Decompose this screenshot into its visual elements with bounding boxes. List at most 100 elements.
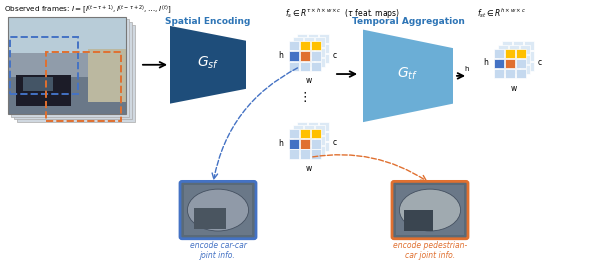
Bar: [300, 41, 310, 50]
Bar: [509, 55, 519, 64]
Text: c: c: [333, 139, 337, 147]
FancyBboxPatch shape: [11, 20, 129, 116]
Bar: [300, 129, 310, 138]
Bar: [88, 49, 126, 102]
Bar: [293, 37, 303, 47]
Bar: [314, 58, 325, 67]
Bar: [523, 51, 533, 61]
Text: Observed frames: $I = [I^{(t-\tau+1)}, I^{(t-\tau+2)}, \ldots, I^{(t)}]$: Observed frames: $I = [I^{(t-\tau+1)}, I…: [4, 4, 172, 16]
Bar: [319, 54, 329, 63]
Bar: [520, 45, 529, 54]
Bar: [319, 34, 329, 43]
Bar: [307, 54, 317, 63]
Text: ⋮: ⋮: [299, 91, 312, 104]
Bar: [502, 62, 512, 71]
Bar: [314, 125, 325, 135]
Bar: [289, 62, 299, 71]
Bar: [314, 135, 325, 145]
Text: $f_{st} \in R^{h \times w \times c}$: $f_{st} \in R^{h \times w \times c}$: [477, 6, 526, 20]
Bar: [314, 37, 325, 47]
Bar: [8, 17, 126, 114]
FancyBboxPatch shape: [14, 22, 132, 119]
Bar: [289, 41, 299, 50]
Bar: [502, 41, 512, 50]
Bar: [23, 77, 53, 90]
Bar: [523, 62, 533, 71]
Bar: [509, 45, 519, 54]
Bar: [516, 69, 526, 78]
Text: h: h: [278, 139, 284, 148]
Bar: [310, 62, 320, 71]
Text: h: h: [278, 51, 284, 60]
Bar: [497, 45, 507, 54]
Bar: [307, 132, 317, 141]
Bar: [497, 55, 507, 64]
Ellipse shape: [188, 189, 248, 231]
Text: w: w: [306, 76, 312, 85]
Bar: [46, 52, 121, 121]
Bar: [493, 49, 503, 58]
Bar: [314, 146, 325, 155]
Bar: [504, 49, 514, 58]
Bar: [520, 55, 529, 64]
Bar: [293, 48, 303, 57]
Bar: [493, 59, 503, 68]
Text: c: c: [537, 58, 542, 67]
Bar: [310, 150, 320, 159]
Bar: [300, 139, 310, 148]
Bar: [8, 77, 126, 114]
Bar: [497, 65, 507, 75]
Bar: [10, 37, 78, 94]
Bar: [513, 41, 523, 50]
Text: c: c: [333, 50, 337, 60]
Bar: [310, 139, 320, 148]
Text: w: w: [511, 84, 517, 93]
Text: encode pedestrian-
car joint info.: encode pedestrian- car joint info.: [393, 240, 467, 260]
Bar: [184, 185, 252, 235]
FancyBboxPatch shape: [392, 181, 468, 239]
Bar: [297, 132, 306, 141]
Bar: [300, 150, 310, 159]
Bar: [289, 139, 299, 148]
Bar: [297, 44, 306, 53]
Bar: [293, 58, 303, 67]
Bar: [307, 142, 317, 151]
Bar: [293, 146, 303, 155]
Bar: [307, 34, 317, 43]
Bar: [513, 51, 523, 61]
Bar: [303, 135, 313, 145]
Text: w: w: [306, 164, 312, 173]
Bar: [314, 48, 325, 57]
Bar: [516, 49, 526, 58]
Bar: [396, 185, 464, 235]
Bar: [319, 122, 329, 131]
Bar: [310, 41, 320, 50]
Bar: [504, 59, 514, 68]
Bar: [8, 53, 126, 77]
Bar: [293, 125, 303, 135]
Text: h: h: [484, 58, 489, 67]
Bar: [319, 44, 329, 53]
Bar: [303, 146, 313, 155]
Text: Temporal Aggregation: Temporal Aggregation: [352, 17, 464, 26]
Bar: [297, 122, 306, 131]
Text: h: h: [464, 66, 468, 72]
Bar: [303, 37, 313, 47]
FancyBboxPatch shape: [180, 181, 256, 239]
Bar: [307, 44, 317, 53]
Bar: [293, 135, 303, 145]
Bar: [319, 142, 329, 151]
Bar: [310, 129, 320, 138]
Text: $f_s \in R^{\tau \times h \times w \times c}$  ($\tau$ feat. maps): $f_s \in R^{\tau \times h \times w \time…: [285, 6, 400, 21]
Bar: [297, 54, 306, 63]
Bar: [194, 208, 227, 230]
Bar: [513, 62, 523, 71]
Text: Spatial Encoding: Spatial Encoding: [165, 17, 251, 26]
Bar: [300, 62, 310, 71]
Bar: [523, 41, 533, 50]
Bar: [502, 51, 512, 61]
Polygon shape: [363, 30, 453, 122]
Polygon shape: [170, 26, 246, 104]
Bar: [289, 51, 299, 61]
FancyBboxPatch shape: [17, 25, 135, 122]
